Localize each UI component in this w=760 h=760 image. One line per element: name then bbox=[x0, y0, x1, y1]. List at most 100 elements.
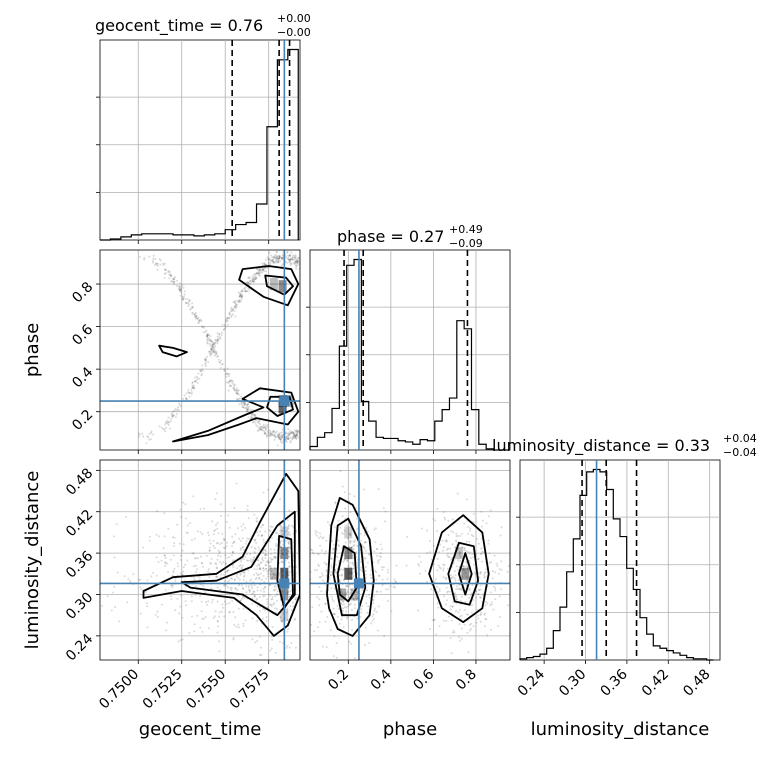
sample-point bbox=[456, 534, 459, 537]
sample-point bbox=[243, 402, 246, 405]
sample-point bbox=[339, 580, 342, 583]
sample-point bbox=[229, 379, 232, 382]
sample-point bbox=[172, 414, 175, 417]
sample-point bbox=[239, 293, 242, 296]
sample-point bbox=[259, 635, 262, 638]
sample-point bbox=[488, 561, 491, 564]
sample-point bbox=[316, 626, 319, 629]
sample-point bbox=[373, 607, 376, 610]
sample-point bbox=[213, 351, 216, 353]
sample-point bbox=[184, 517, 187, 520]
sample-point bbox=[469, 551, 472, 554]
sample-point bbox=[233, 309, 236, 312]
sample-point bbox=[279, 437, 282, 440]
sample-point bbox=[324, 620, 327, 623]
sample-point bbox=[457, 611, 460, 614]
sample-point bbox=[332, 613, 335, 616]
sample-point bbox=[370, 622, 373, 625]
sample-point bbox=[206, 603, 208, 606]
sample-point bbox=[191, 386, 194, 389]
sample-point bbox=[272, 262, 275, 265]
sample-point bbox=[499, 616, 502, 619]
density-cell bbox=[350, 588, 359, 601]
sample-point bbox=[474, 573, 477, 576]
sample-point bbox=[226, 317, 229, 320]
sample-point bbox=[446, 599, 449, 602]
sample-point bbox=[139, 586, 142, 589]
sample-point bbox=[455, 535, 458, 538]
sample-points bbox=[137, 250, 300, 447]
sample-point bbox=[347, 605, 349, 608]
sample-point bbox=[242, 546, 245, 549]
sample-point bbox=[352, 575, 355, 578]
sample-point bbox=[233, 384, 236, 387]
sample-point bbox=[321, 579, 324, 582]
sample-point bbox=[296, 259, 299, 262]
sample-point bbox=[236, 389, 239, 392]
sample-point bbox=[292, 431, 295, 434]
sample-point bbox=[287, 589, 290, 592]
sample-point bbox=[275, 430, 278, 433]
sample-point bbox=[264, 586, 267, 589]
sample-point bbox=[273, 589, 276, 592]
sample-point bbox=[115, 523, 118, 526]
sample-point bbox=[484, 571, 487, 574]
sample-point bbox=[325, 646, 328, 649]
sample-point bbox=[360, 561, 363, 563]
sample-point bbox=[350, 608, 353, 611]
sample-point bbox=[417, 609, 420, 612]
sample-point bbox=[467, 613, 470, 616]
sample-point bbox=[479, 613, 482, 616]
sample-point bbox=[453, 631, 456, 634]
sample-point bbox=[191, 386, 194, 389]
sample-point bbox=[341, 485, 344, 488]
sample-point bbox=[292, 435, 295, 438]
sample-point bbox=[468, 541, 471, 543]
sample-point bbox=[251, 593, 254, 596]
sample-point bbox=[237, 607, 240, 610]
sample-point bbox=[179, 288, 182, 291]
sample-point bbox=[490, 628, 492, 631]
contour-level-0 bbox=[142, 472, 300, 637]
sample-point bbox=[271, 434, 274, 437]
sample-point bbox=[247, 407, 250, 410]
sample-point bbox=[206, 339, 209, 342]
sample-point bbox=[203, 326, 206, 329]
sample-point bbox=[227, 380, 230, 383]
sample-point bbox=[394, 580, 397, 583]
sample-point bbox=[169, 427, 171, 430]
sample-point bbox=[281, 590, 284, 593]
sample-point bbox=[426, 552, 428, 555]
sample-point bbox=[452, 562, 455, 565]
hist-frame-geocent_time bbox=[99, 39, 301, 241]
sample-point bbox=[290, 642, 293, 645]
sample-point bbox=[451, 518, 454, 521]
sample-point bbox=[211, 347, 214, 350]
sample-point bbox=[430, 558, 433, 561]
sample-point bbox=[450, 552, 453, 555]
sample-point bbox=[442, 567, 445, 570]
sample-point bbox=[268, 569, 271, 571]
sample-point bbox=[272, 588, 275, 591]
sample-point bbox=[208, 539, 211, 542]
sample-point bbox=[188, 632, 191, 634]
sample-point bbox=[273, 572, 276, 575]
sample-point bbox=[228, 602, 231, 605]
sample-point bbox=[331, 539, 333, 542]
sample-point bbox=[232, 611, 235, 613]
sample-point bbox=[287, 628, 290, 631]
sample-point bbox=[198, 319, 201, 322]
density-cell bbox=[344, 526, 353, 539]
sample-point bbox=[247, 283, 250, 285]
sample-point bbox=[371, 619, 374, 622]
sample-point bbox=[338, 574, 341, 577]
sample-point bbox=[292, 436, 294, 439]
sample-point bbox=[295, 430, 298, 433]
sample-point bbox=[171, 414, 174, 417]
sample-point bbox=[366, 561, 369, 564]
sample-point bbox=[250, 558, 253, 561]
sample-point bbox=[340, 598, 343, 601]
sample-point bbox=[148, 539, 151, 542]
sample-point bbox=[468, 552, 470, 555]
